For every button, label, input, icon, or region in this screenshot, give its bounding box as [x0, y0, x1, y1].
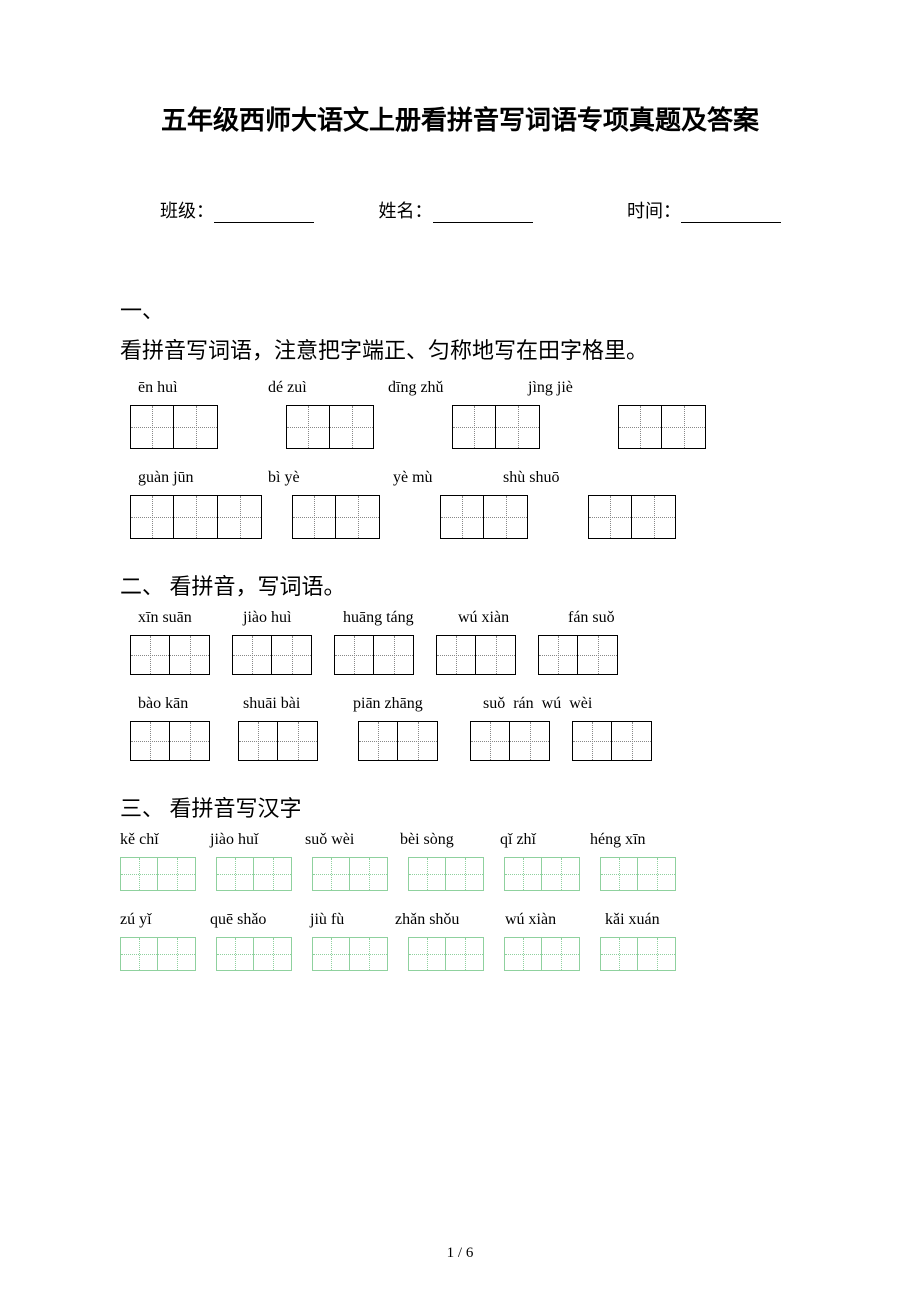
pinyin: huāng táng [343, 609, 458, 627]
pinyin: xīn suān [138, 609, 243, 627]
pinyin: jiào huǐ [210, 831, 305, 849]
tian-group[interactable] [440, 495, 528, 539]
meta-row: 班级： 姓名： 时间： [120, 197, 800, 223]
tian-group[interactable] [618, 405, 706, 449]
meta-name: 姓名： [379, 197, 533, 223]
tian-group[interactable] [130, 405, 218, 449]
tian-group[interactable] [504, 857, 580, 891]
tian-group[interactable] [504, 937, 580, 971]
s1-boxes-row2 [130, 495, 800, 539]
tian-group[interactable] [572, 721, 652, 761]
meta-time: 时间： [627, 197, 781, 223]
tian-group[interactable] [600, 857, 676, 891]
tian-group[interactable] [588, 495, 676, 539]
tian-group[interactable] [470, 721, 550, 761]
tian-group[interactable] [130, 721, 210, 761]
section1-desc: 看拼音写词语，注意把字端正、匀称地写在田字格里。 [120, 333, 800, 365]
pinyin: bì yè [268, 469, 393, 487]
tian-group[interactable] [120, 937, 196, 971]
pinyin: shù shuō [503, 469, 559, 487]
class-blank[interactable] [214, 204, 314, 223]
tian-group[interactable] [408, 937, 484, 971]
tian-group[interactable] [232, 635, 312, 675]
pinyin: jiù fù [310, 911, 395, 929]
name-blank[interactable] [433, 204, 533, 223]
tian-group[interactable] [130, 495, 262, 539]
pinyin: fán suǒ [568, 609, 615, 627]
pinyin: suǒ wèi [305, 831, 400, 849]
pinyin: dīng zhǔ [388, 379, 528, 397]
pinyin: bèi sòng [400, 831, 500, 849]
meta-name-label: 姓名： [379, 201, 433, 221]
tian-group[interactable] [120, 857, 196, 891]
tian-group[interactable] [216, 857, 292, 891]
pinyin: wú xiàn [505, 911, 605, 929]
tian-group[interactable] [238, 721, 318, 761]
time-blank[interactable] [681, 204, 781, 223]
tian-group[interactable] [334, 635, 414, 675]
pinyin: kě chǐ [120, 831, 210, 849]
pinyin: piān zhāng [353, 695, 483, 713]
tian-group[interactable] [436, 635, 516, 675]
pinyin: jìng jiè [528, 379, 573, 397]
pinyin: zú yǐ [120, 911, 210, 929]
tian-group[interactable] [312, 857, 388, 891]
pinyin: wú xiàn [458, 609, 568, 627]
tian-group[interactable] [538, 635, 618, 675]
tian-group[interactable] [292, 495, 380, 539]
pinyin: shuāi bài [243, 695, 353, 713]
s3-pinyin-row1: kě chǐ jiào huǐ suǒ wèi bèi sòng qǐ zhǐ … [120, 831, 800, 849]
tian-group[interactable] [312, 937, 388, 971]
tian-group[interactable] [600, 937, 676, 971]
pinyin: jiào huì [243, 609, 343, 627]
meta-class: 班级： [160, 197, 314, 223]
s3-boxes-row2 [120, 937, 800, 971]
s2-boxes-row2 [130, 721, 800, 761]
page-title: 五年级西师大语文上册看拼音写词语专项真题及答案 [120, 100, 800, 137]
meta-time-label: 时间： [627, 201, 681, 221]
meta-class-label: 班级： [160, 201, 214, 221]
s1-pinyin-row1: ēn huì dé zuì dīng zhǔ jìng jiè [138, 379, 800, 397]
s2-pinyin-row1: xīn suān jiào huì huāng táng wú xiàn fán… [138, 609, 800, 627]
tian-group[interactable] [452, 405, 540, 449]
tian-group[interactable] [408, 857, 484, 891]
pinyin: qǐ zhǐ [500, 831, 590, 849]
pinyin: yè mù [393, 469, 503, 487]
tian-group[interactable] [130, 635, 210, 675]
tian-group[interactable] [286, 405, 374, 449]
page: 五年级西师大语文上册看拼音写词语专项真题及答案 班级： 姓名： 时间： 一、 看… [0, 0, 920, 1302]
s1-pinyin-row2: guàn jūn bì yè yè mù shù shuō [138, 469, 800, 487]
section1-num: 一、 [120, 293, 800, 325]
pinyin: suǒ rán wú wèi [483, 695, 592, 713]
s1-boxes-row1 [130, 405, 800, 449]
pinyin: héng xīn [590, 831, 646, 849]
tian-group[interactable] [358, 721, 438, 761]
pinyin: dé zuì [268, 379, 388, 397]
pinyin: kǎi xuán [605, 911, 660, 929]
s2-pinyin-row2: bào kān shuāi bài piān zhāng suǒ rán wú … [138, 695, 800, 713]
page-number: 1 / 6 [0, 1245, 920, 1262]
pinyin: ēn huì [138, 379, 268, 397]
pinyin: guàn jūn [138, 469, 268, 487]
s3-boxes-row1 [120, 857, 800, 891]
pinyin: zhǎn shǒu [395, 911, 505, 929]
section2-head: 二、 看拼音，写词语。 [120, 569, 800, 601]
s2-boxes-row1 [130, 635, 800, 675]
tian-group[interactable] [216, 937, 292, 971]
s3-pinyin-row2: zú yǐ quē shǎo jiù fù zhǎn shǒu wú xiàn … [120, 911, 800, 929]
section3-head: 三、 看拼音写汉字 [120, 791, 800, 823]
pinyin: quē shǎo [210, 911, 310, 929]
pinyin: bào kān [138, 695, 243, 713]
